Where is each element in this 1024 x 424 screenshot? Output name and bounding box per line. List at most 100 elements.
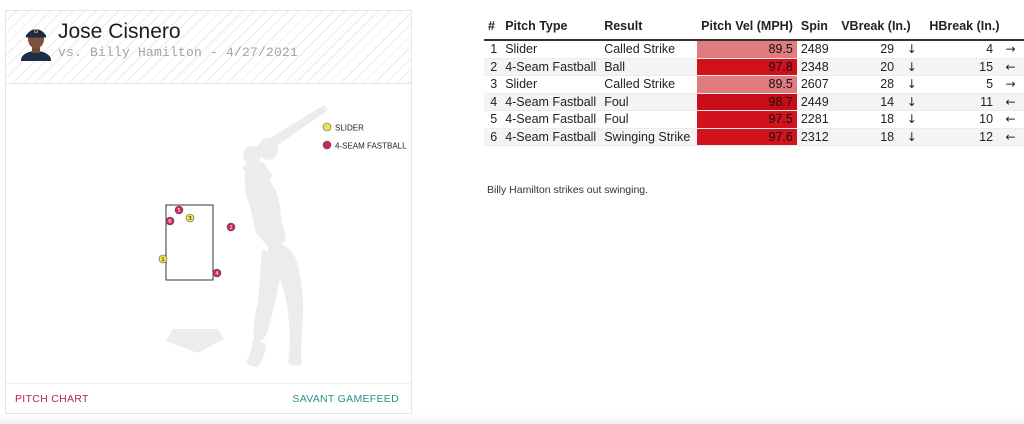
cell-pitch-vel: 97.6	[697, 128, 797, 146]
cell-pitch-vel: 89.5	[697, 40, 797, 59]
pitch-marker-label: 5	[177, 208, 181, 214]
cell-result: Ball	[600, 58, 698, 76]
cell-spin: 2607	[796, 75, 838, 94]
cell-hbreak: 5	[925, 75, 998, 94]
chart-legend: SLIDER 4-SEAM FASTBALL	[322, 122, 407, 151]
cell-hbreak: 11	[925, 93, 998, 111]
pitch-chart-link[interactable]: PITCH CHART	[15, 393, 89, 405]
pitch-marker-6[interactable]: 6	[165, 216, 175, 226]
col-header-number[interactable]: #	[484, 13, 502, 41]
pitcher-avatar: D	[21, 29, 51, 61]
col-header-vbreak[interactable]: VBreak (In.)	[837, 13, 926, 41]
cell-number: 2	[484, 58, 502, 76]
strike-zone-chart: SLIDER 4-SEAM FASTBALL 1 2 3 4	[158, 105, 407, 367]
pitcher-name: Jose Cisnero	[58, 20, 181, 43]
pitch-marker-label: 6	[168, 219, 172, 225]
cell-result: Foul	[600, 93, 698, 111]
cell-pitch-type: Slider	[501, 75, 601, 94]
hbreak-arrow-icon: ←	[997, 110, 1024, 129]
table-row[interactable]: 1 Slider Called Strike 89.5 2489 29 ↓ 4 …	[484, 40, 1024, 59]
matchup-line: vs. Billy Hamilton - 4/27/2021	[58, 45, 299, 60]
legend-swatch-fastball	[322, 140, 332, 150]
vbreak-arrow-icon: ↓	[898, 58, 926, 76]
home-plate	[166, 329, 224, 353]
table-header-row: # Pitch Type Result Pitch Vel (MPH) Spin…	[484, 13, 1024, 41]
pitch-marker-4[interactable]: 4	[212, 268, 222, 278]
pitch-marker-5[interactable]: 5	[174, 205, 184, 215]
cell-hbreak: 4	[925, 40, 998, 59]
cell-vbreak: 29	[837, 40, 899, 59]
pitch-marker-label: 1	[161, 257, 165, 263]
strike-zone	[165, 204, 214, 281]
vbreak-arrow-icon: ↓	[898, 40, 926, 59]
table-body: 1 Slider Called Strike 89.5 2489 29 ↓ 4 …	[484, 40, 1024, 146]
col-header-spin[interactable]: Spin	[796, 13, 838, 41]
col-header-hbreak[interactable]: HBreak (In.)	[925, 13, 1024, 41]
vbreak-arrow-icon: ↓	[898, 128, 926, 146]
cell-spin: 2281	[796, 110, 838, 129]
cell-vbreak: 20	[837, 58, 899, 76]
card-footer: PITCH CHART SAVANT GAMEFEED	[6, 383, 411, 414]
cell-vbreak: 28	[837, 75, 899, 94]
at-bat-summary: Billy Hamilton strikes out swinging.	[487, 184, 649, 196]
col-header-result[interactable]: Result	[600, 13, 698, 41]
cell-hbreak: 12	[925, 128, 998, 146]
vbreak-arrow-icon: ↓	[898, 93, 926, 111]
cell-vbreak: 18	[837, 110, 899, 129]
cell-result: Swinging Strike	[600, 128, 698, 146]
legend-swatch-slider	[322, 122, 332, 132]
table-row[interactable]: 6 4-Seam Fastball Swinging Strike 97.6 2…	[484, 128, 1024, 146]
vbreak-arrow-icon: ↓	[898, 110, 926, 129]
pitch-marker-label: 4	[215, 271, 219, 277]
col-header-pitch-vel[interactable]: Pitch Vel (MPH)	[697, 13, 797, 41]
cell-number: 1	[484, 40, 502, 59]
hbreak-arrow-icon: ←	[997, 58, 1024, 76]
cell-number: 4	[484, 93, 502, 111]
col-header-pitch-type[interactable]: Pitch Type	[501, 13, 601, 41]
table-row[interactable]: 4 4-Seam Fastball Foul 98.7 2449 14 ↓ 11…	[484, 93, 1024, 111]
cell-pitch-type: 4-Seam Fastball	[501, 128, 601, 146]
cell-result: Called Strike	[600, 75, 698, 94]
cell-result: Called Strike	[600, 40, 698, 59]
cell-number: 5	[484, 110, 502, 129]
cell-pitch-vel: 97.8	[697, 58, 797, 76]
table-row[interactable]: 5 4-Seam Fastball Foul 97.5 2281 18 ↓ 10…	[484, 110, 1024, 129]
hbreak-arrow-icon: ←	[997, 128, 1024, 146]
cell-pitch-vel: 89.5	[697, 75, 797, 94]
cell-spin: 2449	[796, 93, 838, 111]
cell-pitch-type: Slider	[501, 40, 601, 59]
legend-label-fastball: 4-SEAM FASTBALL	[335, 142, 407, 151]
pitch-markers: 1 2 3 4 5 6	[158, 205, 236, 278]
hbreak-arrow-icon: →	[997, 75, 1024, 94]
legend-label-slider: SLIDER	[335, 124, 364, 133]
vbreak-arrow-icon: ↓	[898, 75, 926, 94]
cell-number: 3	[484, 75, 502, 94]
cell-vbreak: 14	[837, 93, 899, 111]
cell-pitch-vel: 98.7	[697, 93, 797, 111]
cell-vbreak: 18	[837, 128, 899, 146]
svg-text:D: D	[34, 29, 38, 35]
cell-hbreak: 10	[925, 110, 998, 129]
cell-result: Foul	[600, 110, 698, 129]
card-header: D Jose Cisnero vs. Billy Hamilton - 4/27…	[6, 11, 411, 84]
cell-pitch-type: 4-Seam Fastball	[501, 110, 601, 129]
pitch-marker-1[interactable]: 1	[158, 254, 168, 264]
table-row[interactable]: 2 4-Seam Fastball Ball 97.8 2348 20 ↓ 15…	[484, 58, 1024, 76]
pitch-marker-3[interactable]: 3	[185, 213, 195, 223]
pitch-marker-label: 3	[188, 216, 192, 222]
cell-spin: 2312	[796, 128, 838, 146]
cell-spin: 2348	[796, 58, 838, 76]
page-bottom-shadow	[0, 414, 1024, 424]
table-row[interactable]: 3 Slider Called Strike 89.5 2607 28 ↓ 5 …	[484, 75, 1024, 94]
cell-hbreak: 15	[925, 58, 998, 76]
cell-pitch-type: 4-Seam Fastball	[501, 58, 601, 76]
pitch-marker-2[interactable]: 2	[226, 222, 236, 232]
pitch-table: # Pitch Type Result Pitch Vel (MPH) Spin…	[484, 13, 1024, 146]
pitch-marker-label: 2	[229, 225, 233, 231]
cell-spin: 2489	[796, 40, 838, 59]
batter-silhouette	[242, 105, 328, 367]
savant-gamefeed-link[interactable]: SAVANT GAMEFEED	[292, 393, 399, 405]
pitch-chart-card: D Jose Cisnero vs. Billy Hamilton - 4/27…	[5, 10, 412, 414]
cell-pitch-type: 4-Seam Fastball	[501, 93, 601, 111]
cell-pitch-vel: 97.5	[697, 110, 797, 129]
